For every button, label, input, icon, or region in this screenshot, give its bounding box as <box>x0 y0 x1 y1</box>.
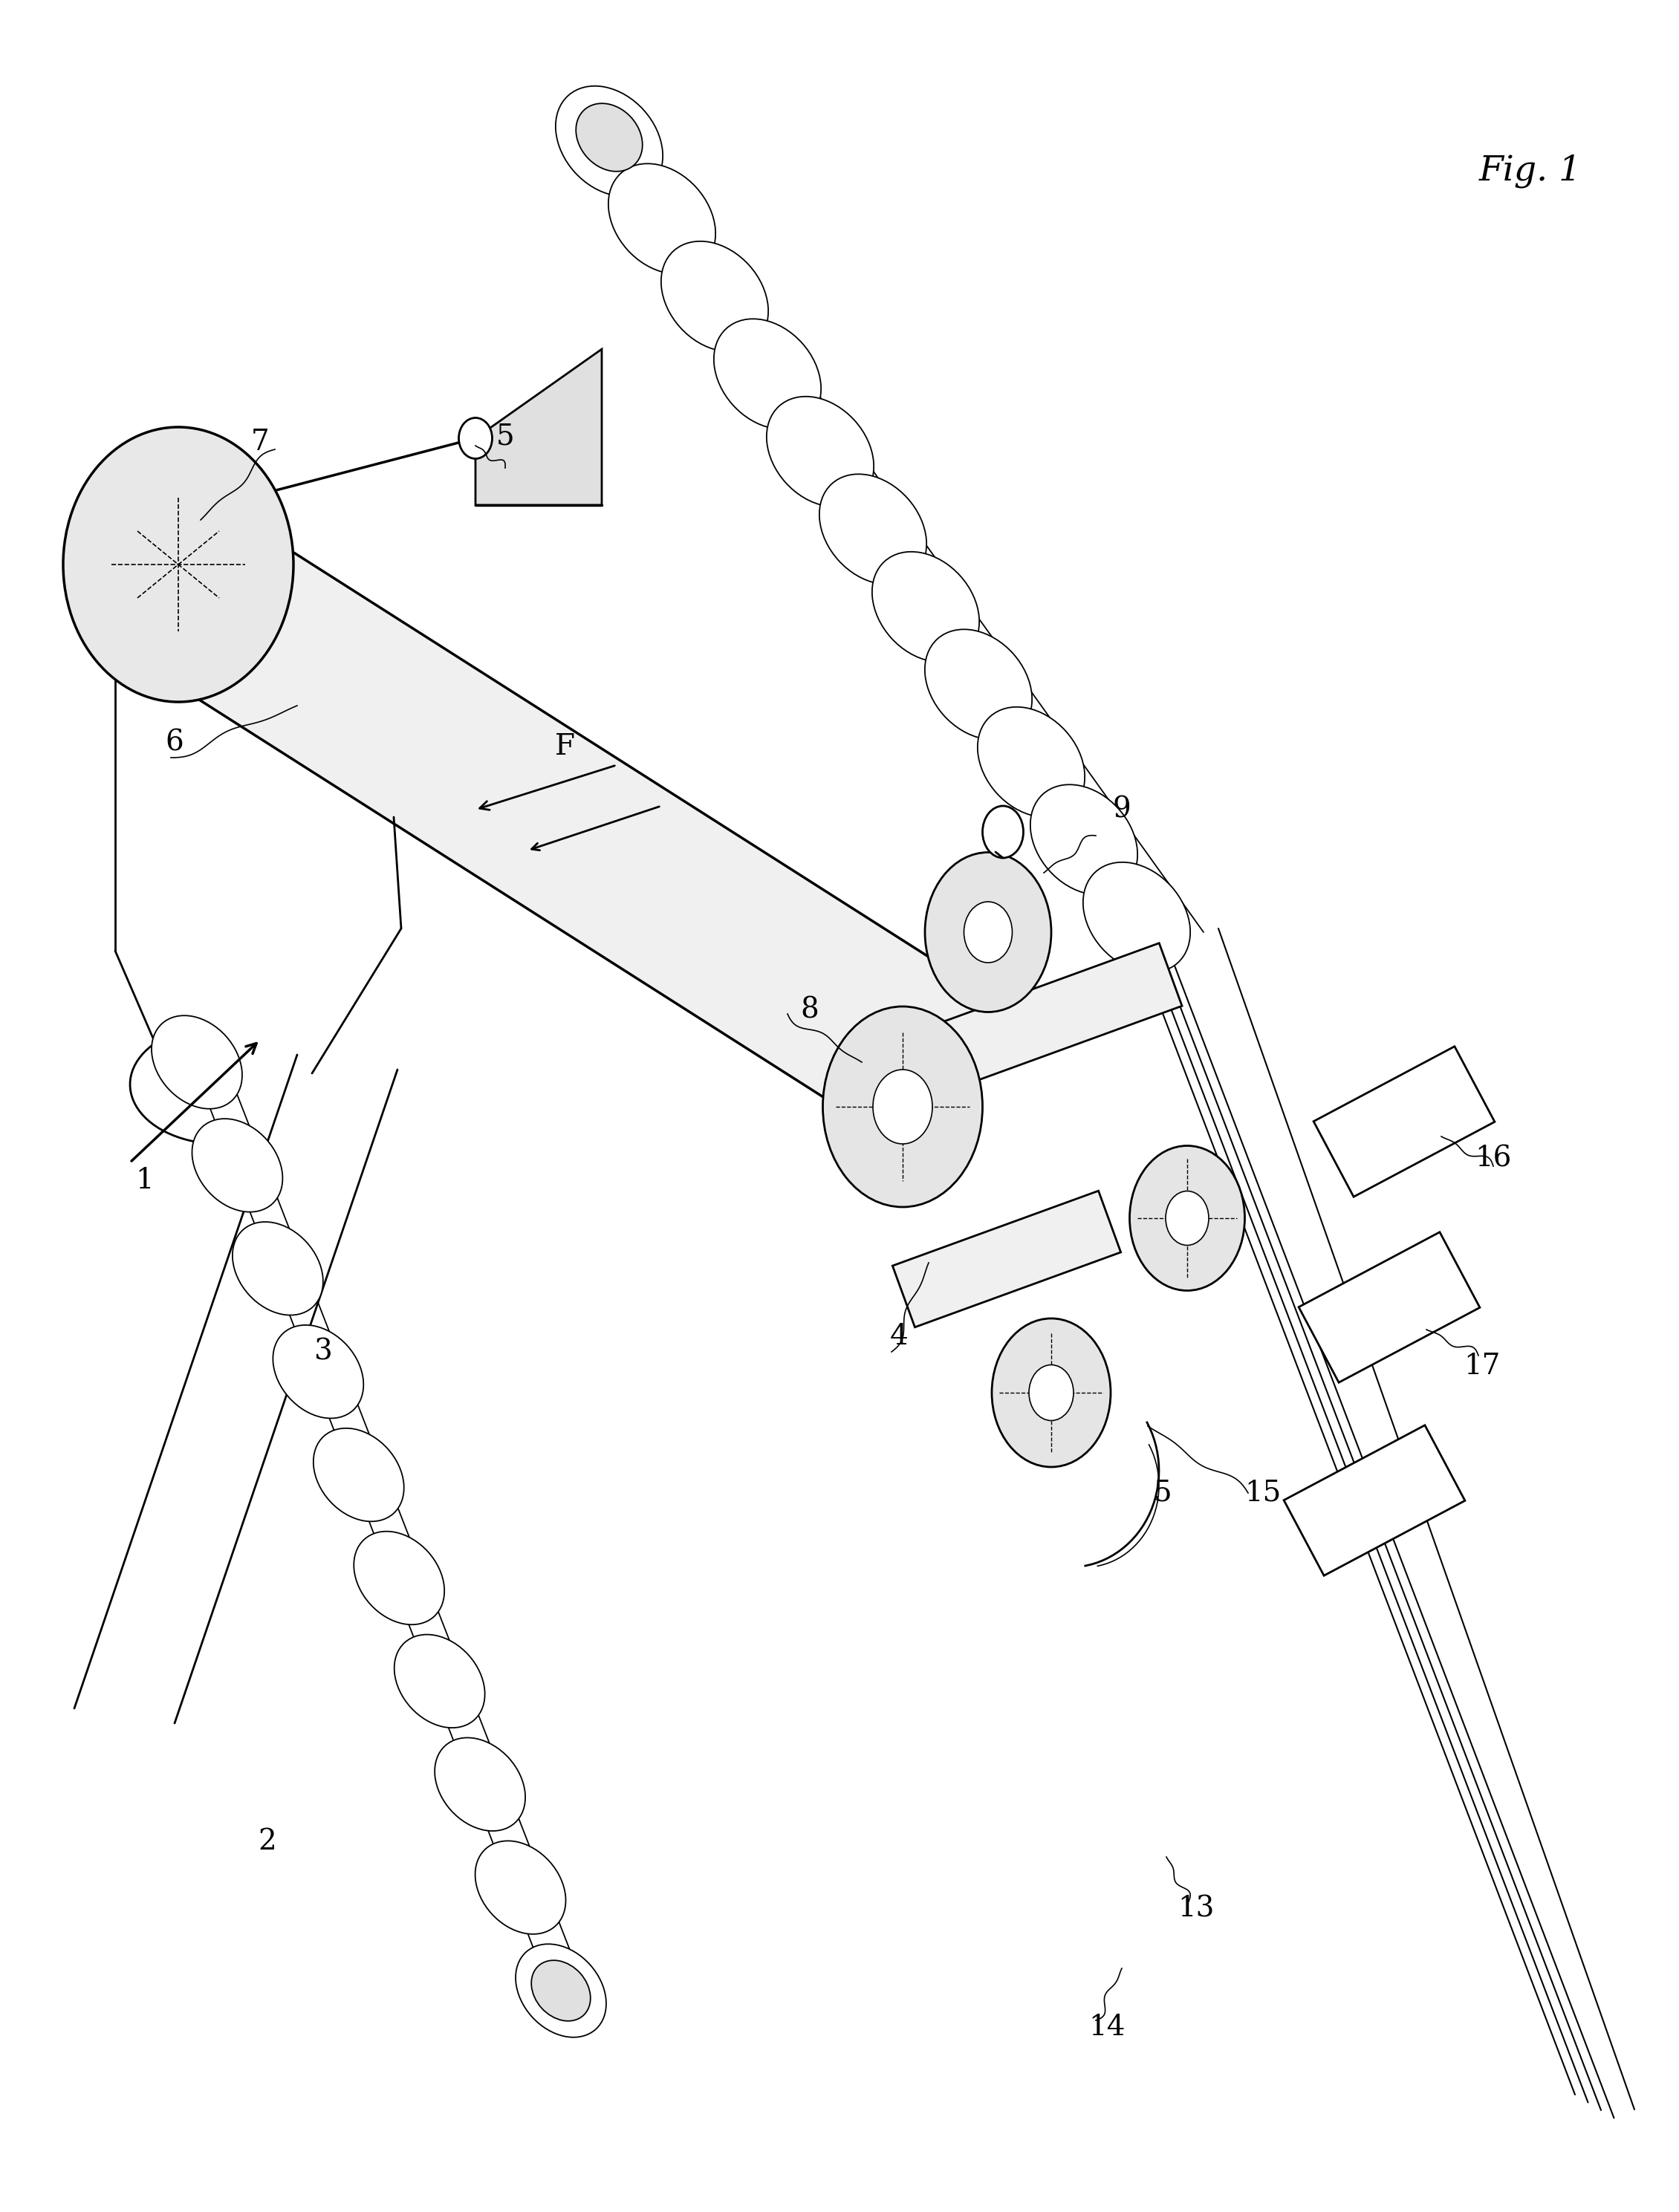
Text: 15: 15 <box>1244 1480 1281 1506</box>
Ellipse shape <box>556 86 663 197</box>
Text: 9: 9 <box>1113 796 1132 823</box>
Ellipse shape <box>992 1318 1111 1467</box>
Ellipse shape <box>191 1119 282 1212</box>
Text: 7: 7 <box>250 429 269 456</box>
Ellipse shape <box>662 241 769 352</box>
Ellipse shape <box>1083 863 1190 973</box>
Polygon shape <box>1313 1046 1494 1197</box>
Ellipse shape <box>767 396 873 507</box>
Polygon shape <box>475 349 601 504</box>
Ellipse shape <box>531 1960 591 2022</box>
Polygon shape <box>942 942 1182 1084</box>
Ellipse shape <box>515 1944 606 2037</box>
Ellipse shape <box>435 1739 526 1832</box>
Ellipse shape <box>232 1221 322 1316</box>
Text: 8: 8 <box>801 995 819 1024</box>
Ellipse shape <box>977 708 1085 816</box>
Ellipse shape <box>274 1325 364 1418</box>
Ellipse shape <box>64 427 294 701</box>
Text: 1: 1 <box>136 1168 154 1194</box>
Ellipse shape <box>395 1635 485 1728</box>
Text: F: F <box>554 732 574 761</box>
Ellipse shape <box>354 1531 445 1624</box>
Polygon shape <box>116 504 1007 1148</box>
Ellipse shape <box>823 1006 982 1208</box>
Ellipse shape <box>314 1429 405 1522</box>
Ellipse shape <box>475 1840 566 1933</box>
Text: 14: 14 <box>1088 2015 1125 2042</box>
Ellipse shape <box>925 852 1051 1013</box>
Polygon shape <box>893 1190 1122 1327</box>
Ellipse shape <box>982 805 1024 858</box>
Polygon shape <box>1284 1425 1466 1575</box>
Ellipse shape <box>925 630 1033 739</box>
Text: Fig. 1: Fig. 1 <box>1479 155 1582 188</box>
Text: 4: 4 <box>890 1323 908 1352</box>
Ellipse shape <box>608 164 715 274</box>
Ellipse shape <box>151 1015 242 1108</box>
Ellipse shape <box>964 902 1012 962</box>
Ellipse shape <box>714 319 821 429</box>
Text: 5: 5 <box>495 422 514 451</box>
Text: 2: 2 <box>259 1829 277 1856</box>
Ellipse shape <box>576 104 643 170</box>
Ellipse shape <box>873 1071 932 1144</box>
Ellipse shape <box>1029 1365 1073 1420</box>
Ellipse shape <box>1165 1190 1209 1245</box>
Ellipse shape <box>1031 785 1137 896</box>
Ellipse shape <box>1130 1146 1244 1290</box>
Ellipse shape <box>819 473 927 584</box>
Text: 3: 3 <box>314 1338 332 1365</box>
Text: 5: 5 <box>1153 1480 1172 1506</box>
Text: 16: 16 <box>1474 1146 1511 1172</box>
Polygon shape <box>1298 1232 1479 1382</box>
Ellipse shape <box>458 418 492 458</box>
Text: 6: 6 <box>166 730 183 757</box>
Text: 17: 17 <box>1464 1354 1501 1380</box>
Text: 13: 13 <box>1177 1896 1214 1922</box>
Ellipse shape <box>871 551 979 661</box>
